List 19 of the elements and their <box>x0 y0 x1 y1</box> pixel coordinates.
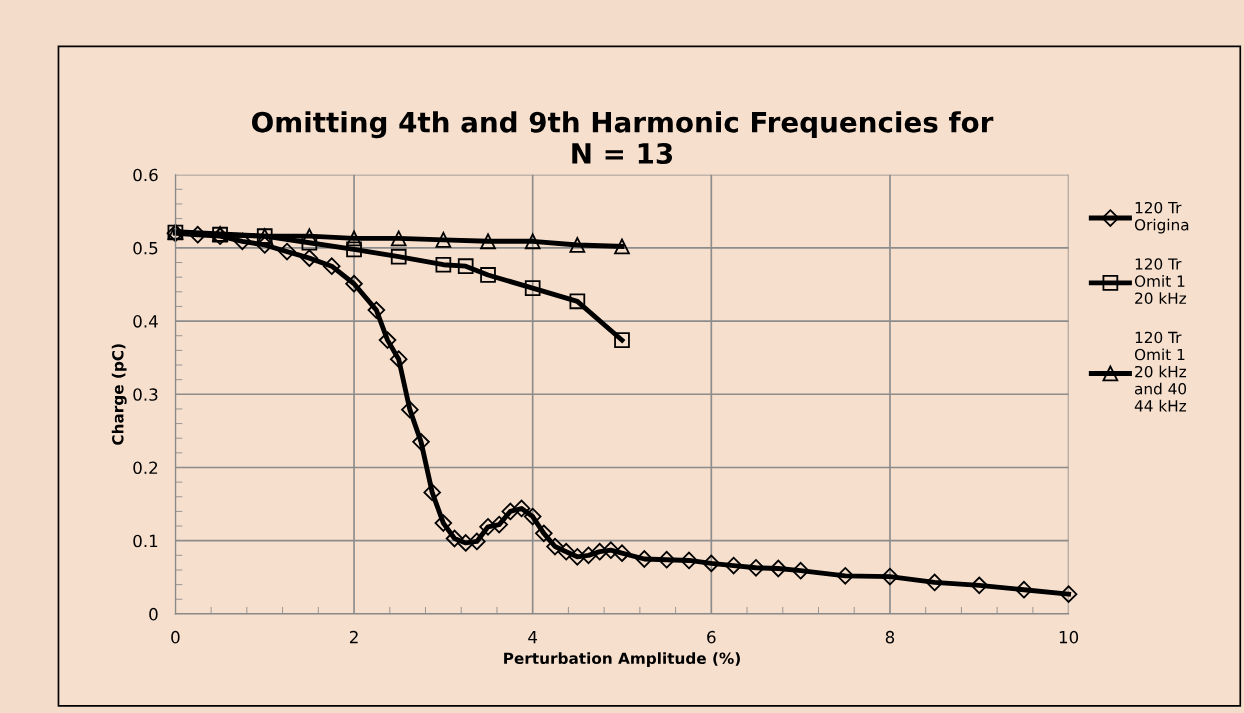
y-tick-label: 0.2 <box>133 461 158 475</box>
y-tick-label: 0.6 <box>133 168 158 182</box>
x-tick-label: 10 <box>1059 630 1079 644</box>
legend-label: 120 Tr Omit 1 20 kHz and 40 44 kHz <box>1134 331 1187 412</box>
chart-title: Omitting 4th and 9th Harmonic Frequencies for N = 13 <box>252 111 994 164</box>
legend-label: 120 Tr Omit 1 20 kHz <box>1134 258 1187 304</box>
x-tick-label: 4 <box>528 631 538 644</box>
y-axis-title: Charge (pC) <box>111 344 127 445</box>
x-tick-label: 0 <box>171 630 180 644</box>
x-tick-label: 8 <box>885 630 895 644</box>
x-tick-label: 2 <box>349 630 358 644</box>
x-axis-title: Perturbation Amplitude (%) <box>504 652 740 668</box>
x-tick-label: 6 <box>707 630 716 644</box>
y-tick-label: 0.1 <box>133 534 158 548</box>
y-tick-label: 0.3 <box>133 388 158 401</box>
legend-label: 120 Tr Origina <box>1134 201 1189 234</box>
y-tick-label: 0.5 <box>133 241 158 255</box>
y-tick-label: 0 <box>149 607 158 621</box>
y-tick-label: 0.4 <box>133 315 158 328</box>
